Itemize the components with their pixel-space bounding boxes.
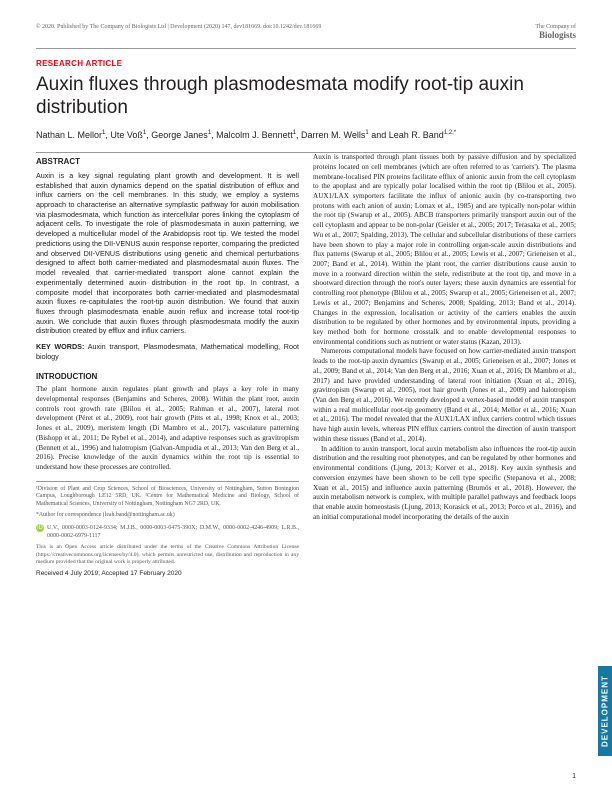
keywords-label: KEY WORDS: (36, 342, 84, 351)
orcid-block: iD U.V., 0000-0003-0124-9334; M.J.B., 00… (36, 524, 299, 540)
orcid-ids: U.V., 0000-0003-0124-9334; M.J.B., 0000-… (47, 524, 299, 540)
abstract-head: ABSTRACT (36, 157, 299, 168)
abstract-body: Auxin is a key signal regulating plant g… (36, 171, 299, 336)
corresponding-author: *Author for correspondence (leah.band@no… (36, 512, 299, 520)
open-access-statement: This is an Open Access article distribut… (36, 544, 299, 566)
affiliations: ¹Division of Plant and Crop Sciences, Sc… (36, 486, 299, 509)
publisher-logo: The Company of Biologists (535, 24, 576, 40)
article-type: RESEARCH ARTICLE (36, 59, 576, 68)
journal-side-tab: DEVELOPMENT (598, 666, 612, 756)
body-paragraph: In addition to auxin transport, local au… (313, 445, 576, 523)
intro-text: The plant hormone auxin regulates plant … (36, 385, 299, 472)
copyright-line: © 2020. Published by The Company of Biol… (36, 24, 321, 30)
header-rule (36, 48, 576, 49)
left-column: ABSTRACT Auxin is a key signal regulatin… (36, 153, 299, 579)
received-accepted: Received 4 July 2019; Accepted 17 Februa… (36, 570, 299, 579)
article-title: Auxin fluxes through plasmodesmata modif… (36, 74, 576, 120)
author-list: Nathan L. Mellor1, Ute Voß1, George Jane… (36, 130, 576, 140)
body-paragraph: Numerous computational models have focus… (313, 347, 576, 444)
body-paragraph: Auxin is transported through plant tissu… (313, 153, 576, 347)
footer-rule (36, 481, 299, 482)
right-column: Auxin is transported through plant tissu… (313, 153, 576, 579)
publisher-name: Biologists (535, 31, 576, 41)
page-number: 1 (572, 773, 576, 780)
page-header: © 2020. Published by The Company of Biol… (36, 24, 576, 48)
intro-paragraph: The plant hormone auxin regulates plant … (36, 385, 299, 472)
keywords: KEY WORDS: Auxin transport, Plasmodesmat… (36, 342, 299, 361)
intro-head: INTRODUCTION (36, 372, 299, 383)
orcid-icon: iD (36, 524, 44, 532)
